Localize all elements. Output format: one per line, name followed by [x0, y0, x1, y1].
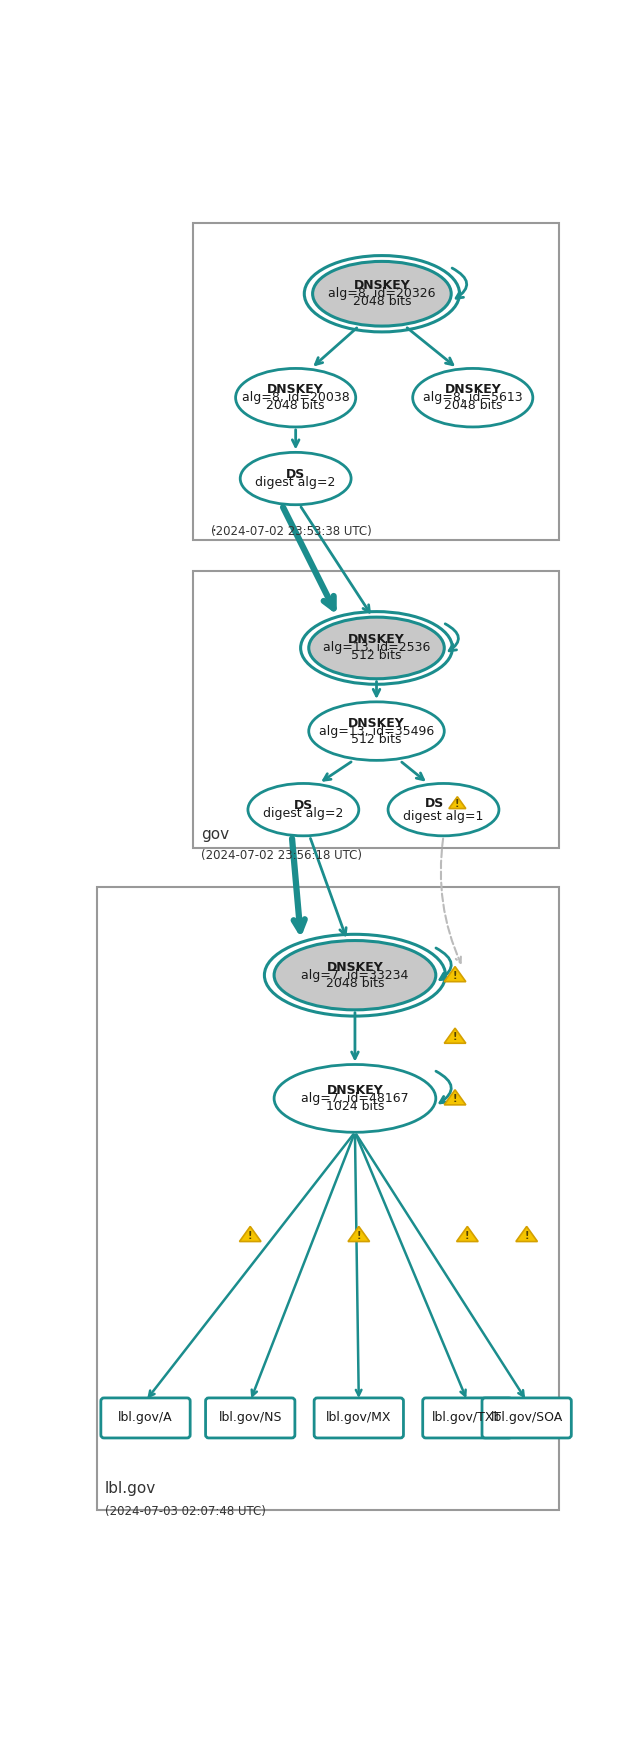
Text: 1024 bits: 1024 bits	[326, 1099, 384, 1113]
Text: !: !	[455, 800, 460, 808]
Polygon shape	[449, 796, 466, 808]
Bar	[97, 887, 559, 1510]
Text: lbl.gov/SOA: lbl.gov/SOA	[490, 1411, 563, 1425]
Text: 512 bits: 512 bits	[351, 650, 402, 662]
Text: alg=7, id=48167: alg=7, id=48167	[301, 1092, 409, 1104]
Polygon shape	[444, 1028, 466, 1043]
Text: lbl.gov/TXT: lbl.gov/TXT	[433, 1411, 502, 1425]
Text: DNSKEY: DNSKEY	[348, 716, 405, 730]
FancyBboxPatch shape	[205, 1397, 295, 1437]
Text: 2048 bits: 2048 bits	[326, 977, 384, 989]
Ellipse shape	[308, 702, 444, 760]
Text: alg=13, id=35496: alg=13, id=35496	[319, 725, 434, 737]
Text: !: !	[453, 970, 458, 981]
Ellipse shape	[240, 453, 351, 505]
Ellipse shape	[274, 941, 436, 1010]
Text: DNSKEY: DNSKEY	[348, 634, 405, 646]
Text: DNSKEY: DNSKEY	[268, 383, 324, 395]
Text: alg=8, id=5613: alg=8, id=5613	[423, 392, 523, 404]
Text: lbl.gov/A: lbl.gov/A	[118, 1411, 173, 1425]
Text: gov: gov	[201, 827, 229, 841]
Text: lbl.gov/MX: lbl.gov/MX	[326, 1411, 392, 1425]
FancyBboxPatch shape	[482, 1397, 572, 1437]
Ellipse shape	[413, 368, 533, 427]
Ellipse shape	[388, 784, 499, 836]
Polygon shape	[516, 1226, 538, 1242]
Polygon shape	[348, 1226, 369, 1242]
Text: 512 bits: 512 bits	[351, 733, 402, 746]
Text: DNSKEY: DNSKEY	[326, 1084, 383, 1097]
Ellipse shape	[312, 261, 451, 326]
Text: DS: DS	[294, 800, 313, 812]
FancyBboxPatch shape	[314, 1397, 403, 1437]
Text: digest alg=2: digest alg=2	[263, 807, 344, 820]
Text: alg=13, id=2536: alg=13, id=2536	[323, 641, 430, 655]
Text: alg=8, id=20326: alg=8, id=20326	[328, 287, 436, 300]
Text: !: !	[453, 1094, 458, 1104]
Text: !: !	[356, 1230, 361, 1240]
Ellipse shape	[248, 784, 359, 836]
Text: DNSKEY: DNSKEY	[326, 962, 383, 974]
FancyBboxPatch shape	[101, 1397, 190, 1437]
Text: (2024-07-02 23:53:38 UTC): (2024-07-02 23:53:38 UTC)	[211, 524, 372, 538]
FancyBboxPatch shape	[422, 1397, 512, 1437]
Text: lbl.gov/NS: lbl.gov/NS	[218, 1411, 282, 1425]
Text: DS: DS	[286, 469, 305, 481]
Text: alg=7, id=33234: alg=7, id=33234	[301, 969, 408, 982]
Polygon shape	[456, 1226, 478, 1242]
Text: 2048 bits: 2048 bits	[266, 399, 325, 413]
Text: 2048 bits: 2048 bits	[353, 294, 411, 308]
Text: DS: DS	[424, 798, 444, 810]
Text: alg=8, id=20038: alg=8, id=20038	[242, 392, 349, 404]
Text: !: !	[524, 1230, 529, 1240]
Text: .: .	[211, 519, 216, 533]
Bar	[193, 223, 559, 540]
Text: !: !	[453, 1033, 458, 1042]
Text: lbl.gov: lbl.gov	[105, 1481, 156, 1496]
Text: digest alg=1: digest alg=1	[403, 810, 484, 822]
Ellipse shape	[274, 1064, 436, 1132]
Text: !: !	[465, 1230, 470, 1240]
Ellipse shape	[308, 617, 444, 679]
Text: DNSKEY: DNSKEY	[353, 279, 410, 293]
Polygon shape	[444, 967, 466, 982]
Bar	[193, 571, 559, 848]
Ellipse shape	[236, 368, 356, 427]
Text: digest alg=2: digest alg=2	[255, 476, 336, 490]
Text: (2024-07-02 23:56:18 UTC): (2024-07-02 23:56:18 UTC)	[201, 848, 362, 862]
Polygon shape	[444, 1090, 466, 1104]
Polygon shape	[239, 1226, 261, 1242]
Text: 2048 bits: 2048 bits	[444, 399, 502, 413]
Text: !: !	[248, 1230, 253, 1240]
Text: DNSKEY: DNSKEY	[444, 383, 501, 395]
Text: (2024-07-03 02:07:48 UTC): (2024-07-03 02:07:48 UTC)	[105, 1505, 266, 1517]
